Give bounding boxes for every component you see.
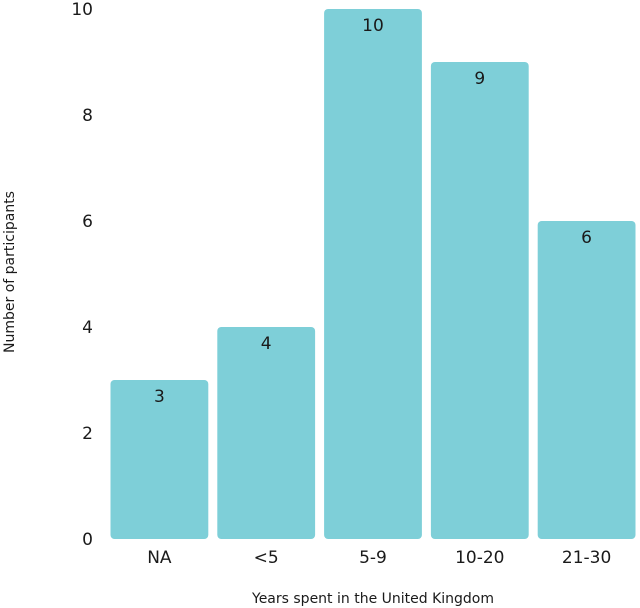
x-tick-label: 10-20 bbox=[455, 548, 504, 568]
y-tick-label: 2 bbox=[82, 424, 93, 444]
y-axis-ticks: 0 2 4 6 8 10 bbox=[71, 0, 93, 550]
x-axis-ticks: NA <5 5-9 10-20 21-30 bbox=[147, 548, 611, 568]
x-tick-label: 21-30 bbox=[562, 548, 611, 568]
x-tick-label: 5-9 bbox=[359, 548, 387, 568]
bar-value-label: 3 bbox=[154, 387, 165, 407]
x-tick-label: <5 bbox=[254, 548, 279, 568]
bar bbox=[537, 221, 636, 539]
bar bbox=[430, 62, 529, 539]
bar-value-label: 4 bbox=[261, 334, 272, 354]
x-tick-label: NA bbox=[147, 548, 172, 568]
bar bbox=[324, 9, 422, 539]
bar bbox=[110, 380, 209, 539]
bar-value-label: 6 bbox=[581, 228, 592, 248]
y-tick-label: 8 bbox=[82, 106, 93, 126]
x-axis-title: Years spent in the United Kingdom bbox=[251, 591, 494, 607]
bar-value-label: 9 bbox=[474, 69, 485, 89]
bars bbox=[110, 9, 636, 539]
y-tick-label: 10 bbox=[71, 0, 93, 20]
y-tick-label: 6 bbox=[82, 212, 93, 232]
bar-value-labels: 3 4 10 9 6 bbox=[154, 16, 592, 407]
y-axis-title: Number of participants bbox=[2, 191, 18, 353]
bar-value-label: 10 bbox=[362, 16, 384, 36]
y-tick-label: 0 bbox=[82, 530, 93, 550]
bar bbox=[217, 327, 316, 539]
y-tick-label: 4 bbox=[82, 318, 93, 338]
